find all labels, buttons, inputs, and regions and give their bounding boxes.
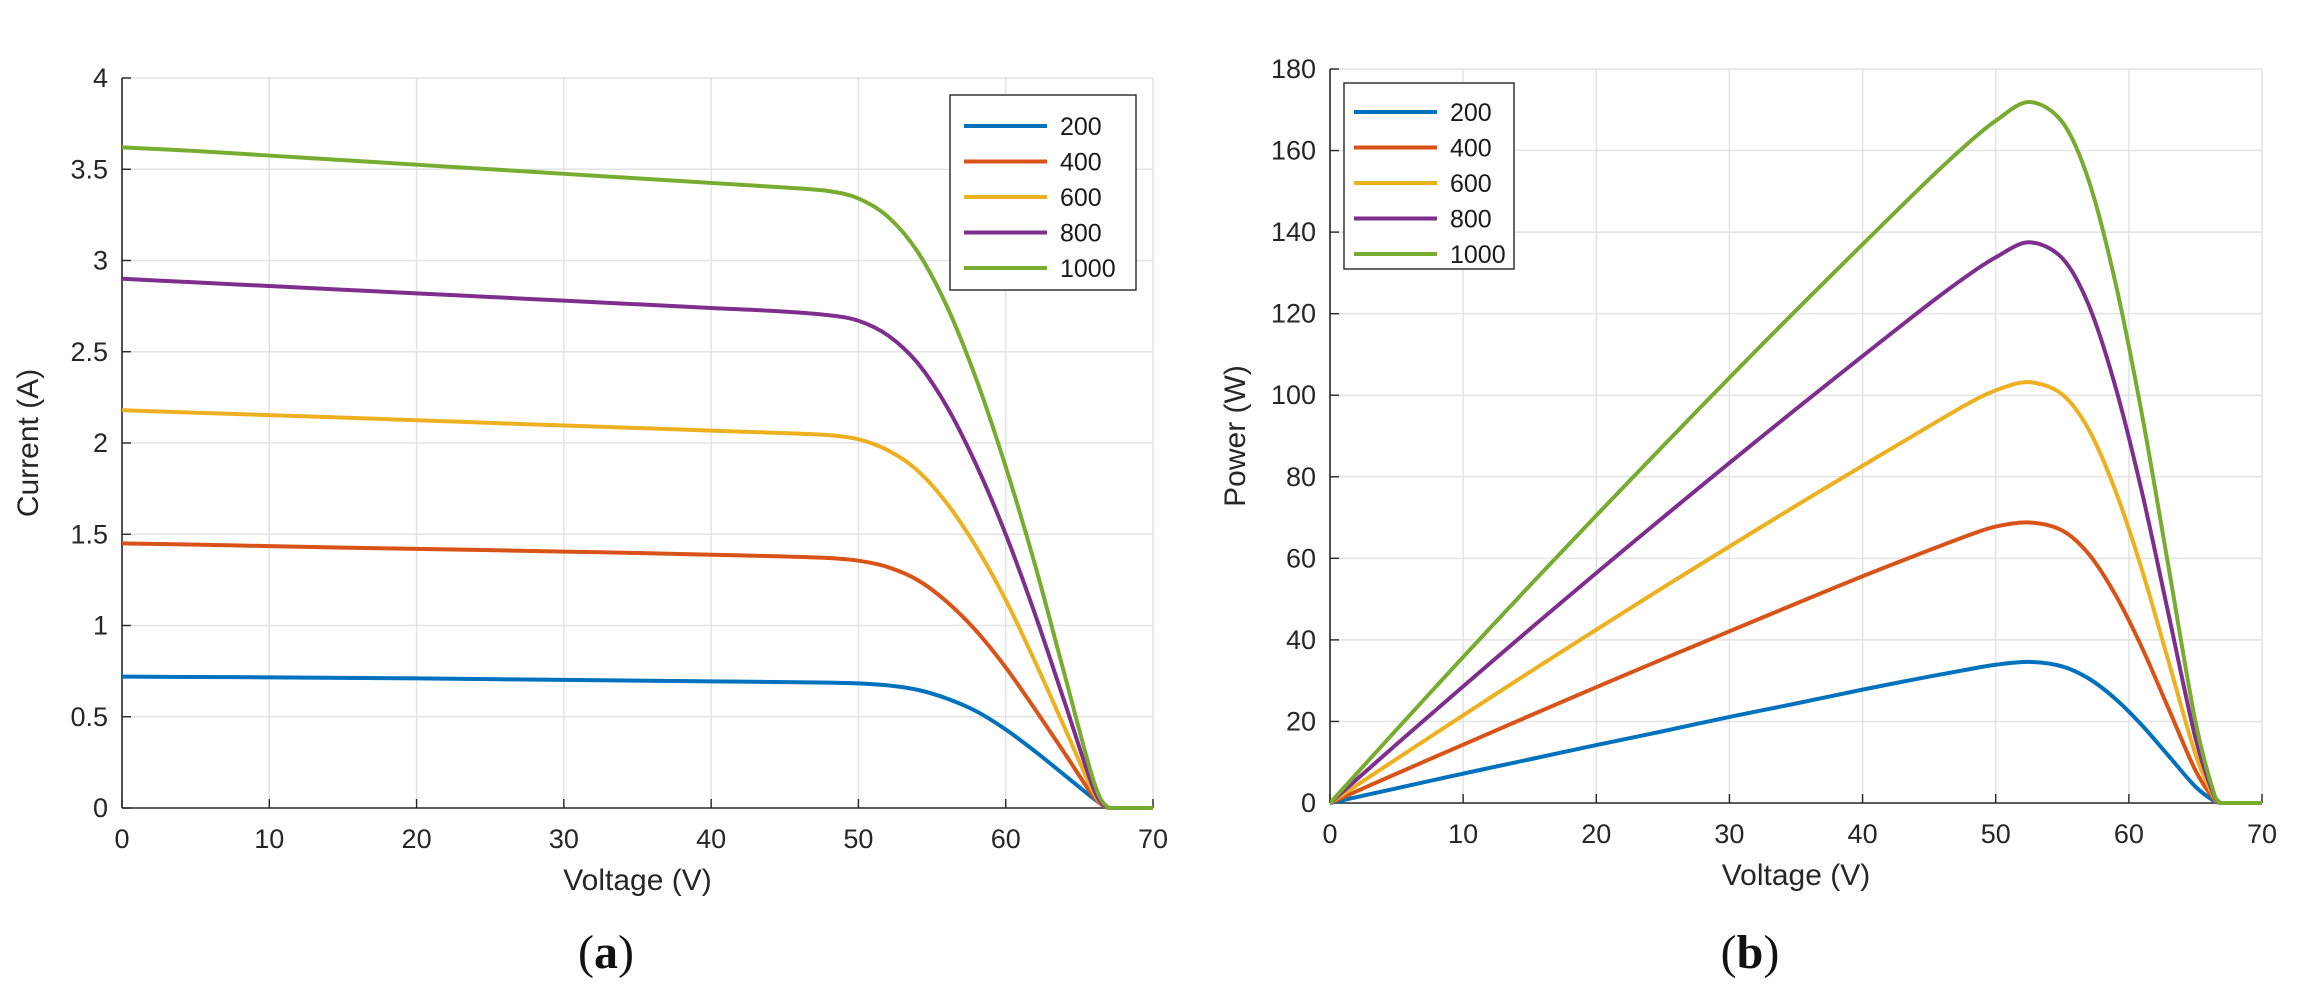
legend: 200 400 600 800 1000 — [1343, 82, 1515, 270]
y-tick-label: 4 — [93, 63, 108, 93]
y-tick-label: 60 — [1286, 543, 1316, 573]
y-tick-label: 1.5 — [70, 519, 108, 549]
panel-caption: (b) — [1721, 926, 1780, 979]
x-tick-label: 10 — [1448, 819, 1478, 849]
y-axis-label: Current (A) — [12, 369, 45, 517]
legend-label: 800 — [1450, 206, 1492, 234]
chart-panel-a: 0 10 20 30 40 50 60 70 0 0.5 1 1.5 2 2.5 3 3.5 4 Voltage … — [12, 63, 1168, 979]
y-tick-label: 2.5 — [70, 337, 108, 367]
x-tick-label: 40 — [696, 824, 726, 854]
panel-caption-close: ) — [1763, 926, 1779, 979]
series-line-1000 — [1330, 100, 2262, 805]
y-axis-label: Power (W) — [1219, 365, 1252, 507]
series-line-200 — [1330, 659, 2262, 805]
x-tick-label: 60 — [2114, 819, 2144, 849]
x-tick-label: 50 — [843, 824, 873, 854]
legend: 200 400 600 800 1000 — [949, 94, 1137, 291]
legend-label: 800 — [1060, 220, 1102, 248]
y-tick-label: 2 — [93, 428, 108, 458]
chart-panel-b: 0 10 20 30 40 50 60 70 0 20 40 60 80 100 120 140 160 180 V… — [1219, 54, 2277, 979]
legend-label: 1000 — [1450, 241, 1506, 269]
legend-label: 400 — [1450, 135, 1492, 163]
panel-caption: (a) — [578, 926, 634, 979]
x-tick-label: 60 — [991, 824, 1021, 854]
y-tick-label: 1 — [93, 611, 108, 641]
y-tick-label: 0 — [1301, 788, 1316, 818]
panel-caption-letter: b — [1737, 926, 1764, 979]
y-tick-label: 120 — [1271, 299, 1316, 329]
legend-label: 200 — [1450, 99, 1492, 127]
x-tick-label: 20 — [1581, 819, 1611, 849]
x-tick-label: 40 — [1848, 819, 1878, 849]
panel-caption-open: ( — [578, 926, 594, 979]
series-group — [122, 145, 1153, 810]
x-axis-label: Voltage (V) — [1722, 859, 1870, 892]
series-group — [1330, 100, 2262, 805]
x-axis-label: Voltage (V) — [563, 864, 711, 897]
x-tick-label: 0 — [114, 824, 129, 854]
x-tick-label: 70 — [1138, 824, 1168, 854]
y-tick-label: 40 — [1286, 625, 1316, 655]
legend-label: 1000 — [1060, 255, 1116, 283]
legend-label: 600 — [1060, 184, 1102, 212]
legend-label: 400 — [1060, 149, 1102, 177]
series-line-600 — [1330, 380, 2262, 805]
x-tick-label: 30 — [549, 824, 579, 854]
series-line-800 — [1330, 240, 2262, 805]
x-tick-label: 0 — [1322, 819, 1337, 849]
x-tick-label: 20 — [402, 824, 432, 854]
panel-caption-letter: a — [594, 926, 618, 979]
series-line-400 — [122, 541, 1153, 810]
series-line-200 — [122, 674, 1153, 810]
x-tick-label: 70 — [2247, 819, 2277, 849]
y-tick-label: 3 — [93, 246, 108, 276]
x-tick-label: 30 — [1714, 819, 1744, 849]
y-tick-label: 100 — [1271, 380, 1316, 410]
panel-caption-open: ( — [1721, 926, 1737, 979]
y-tick-label: 80 — [1286, 462, 1316, 492]
x-tick-label: 10 — [254, 824, 284, 854]
series-line-1000 — [122, 145, 1153, 810]
series-line-400 — [1330, 520, 2262, 805]
y-tick-label: 140 — [1271, 217, 1316, 247]
x-tick-label: 50 — [1981, 819, 2011, 849]
series-line-800 — [122, 276, 1153, 810]
y-tick-label: 160 — [1271, 136, 1316, 166]
y-tick-label: 20 — [1286, 706, 1316, 736]
y-tick-label: 0.5 — [70, 702, 108, 732]
series-line-600 — [122, 408, 1153, 810]
y-tick-label: 3.5 — [70, 154, 108, 184]
legend-label: 200 — [1060, 113, 1102, 141]
y-tick-label: 0 — [93, 793, 108, 823]
legend-label: 600 — [1450, 170, 1492, 198]
y-tick-label: 180 — [1271, 54, 1316, 84]
panel-caption-close: ) — [618, 926, 634, 979]
